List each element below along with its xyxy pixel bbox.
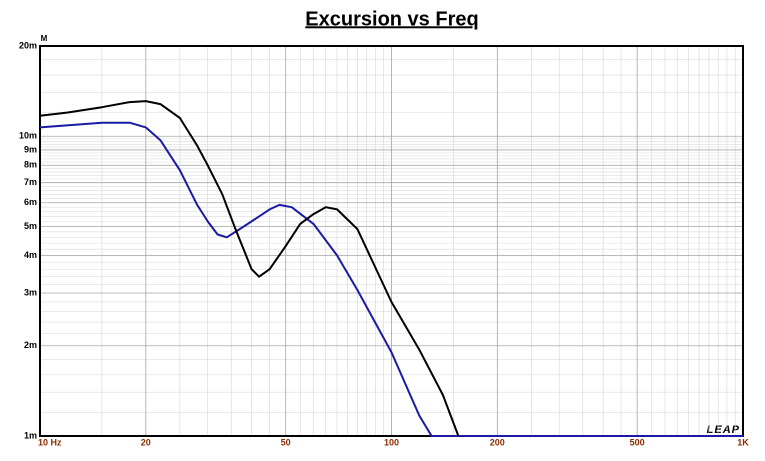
y-tick-label: 2m <box>24 340 37 350</box>
y-tick-label: 20m <box>19 40 37 50</box>
chart-title: Excursion vs Freq <box>305 8 478 30</box>
y-tick-label: 5m <box>24 221 37 231</box>
x-tick-label: 1K <box>737 437 749 447</box>
y-tick-label: 1m <box>24 430 37 440</box>
series-line <box>39 100 460 437</box>
y-tick-label: 8m <box>24 160 37 170</box>
x-tick-label: 20 <box>141 437 151 447</box>
y-tick-label: 10m <box>19 131 37 141</box>
y-tick-label: 6m <box>24 197 37 207</box>
x-tick-label: 500 <box>630 437 645 447</box>
x-tick-label: 50 <box>281 437 291 447</box>
plot-frame <box>39 45 744 437</box>
x-tick-label: 100 <box>384 437 399 447</box>
y-tick-label: 7m <box>24 177 37 187</box>
series-line <box>39 121 743 437</box>
y-tick-label: 3m <box>24 287 37 297</box>
watermark: LEAP <box>707 424 740 436</box>
y-unit-label: M <box>41 34 48 43</box>
y-tick-label: 9m <box>24 144 37 154</box>
x-tick-label: 200 <box>490 437 505 447</box>
y-tick-label: 4m <box>24 250 37 260</box>
x-tick-label: 10 Hz <box>38 437 62 447</box>
